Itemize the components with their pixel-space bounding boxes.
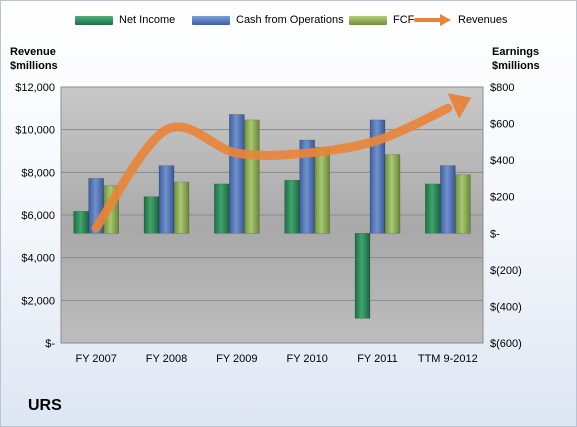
net-income-bar — [143, 196, 160, 234]
right-tick-label: $800 — [490, 82, 514, 94]
right-axis-title: Earnings $millions — [492, 45, 540, 73]
right-tick-label: $(200) — [490, 265, 522, 277]
left-axis-title-line2: $millions — [10, 60, 58, 72]
legend-label-revenues: Revenues — [458, 14, 508, 26]
category-label: FY 2008 — [146, 353, 187, 365]
right-tick-label: $600 — [490, 119, 514, 131]
legend-label-cash-from-operations: Cash from Operations — [236, 14, 344, 26]
cash-from-operations-bar — [158, 165, 175, 234]
right-tick-label: $- — [490, 228, 500, 240]
net-income-bar — [214, 183, 230, 234]
left-axis-title: Revenue $millions — [10, 45, 58, 73]
left-tick-label: $12,000 — [15, 82, 55, 94]
chart-title: URS — [28, 397, 62, 414]
category-label: FY 2011 — [357, 353, 398, 365]
cash-from-operations-bar — [229, 114, 245, 234]
legend-label-net-income: Net Income — [119, 14, 176, 26]
legend-item-net-income: Net Income — [75, 14, 175, 26]
net-income-bar — [354, 232, 371, 319]
revenue-arrowhead — [447, 93, 472, 119]
cash-from-operations-bar — [440, 165, 456, 234]
gridlines — [61, 129, 483, 301]
chart-legend: Net Income Cash from Operations FCF Reve… — [0, 10, 577, 32]
fcf-bar — [244, 119, 260, 234]
category-label: FY 2010 — [286, 353, 327, 365]
category-label: TTM 9-2012 — [418, 353, 478, 365]
category-label: FY 2009 — [216, 353, 257, 365]
fcf-bar — [173, 181, 190, 234]
legend-swatch-net-income — [75, 15, 113, 25]
left-tick-label: $10,000 — [15, 125, 55, 137]
net-income-bar — [425, 183, 441, 234]
legend-swatch-cash-from-operations — [192, 15, 230, 25]
right-axis-title-line1: Earnings — [492, 46, 540, 58]
net-income-bar — [284, 179, 300, 234]
legend-arrow-revenues — [414, 14, 451, 26]
left-tick-label: $8,000 — [21, 167, 55, 179]
left-tick-label: $4,000 — [21, 253, 55, 265]
legend-item-revenues: Revenues — [414, 14, 508, 26]
left-tick-label: $- — [45, 338, 55, 350]
fcf-bar — [455, 174, 471, 234]
legend-item-fcf: FCF — [349, 14, 414, 26]
revenue-line — [91, 103, 453, 233]
right-axis-ticks: $(600) $(400) $(200) $- $200 $400 $600 $800 — [490, 82, 522, 350]
right-tick-label: $(400) — [490, 301, 522, 313]
left-axis-title-line1: Revenue — [10, 46, 56, 58]
right-tick-label: $(600) — [490, 338, 522, 350]
bar-layer — [73, 114, 471, 319]
right-tick-label: $200 — [490, 192, 514, 204]
left-tick-label: $2,000 — [21, 295, 55, 307]
right-tick-label: $400 — [490, 155, 514, 167]
legend-item-cash-from-operations: Cash from Operations — [192, 14, 344, 26]
right-axis-title-line2: $millions — [492, 60, 540, 72]
legend-swatch-fcf — [349, 15, 387, 25]
legend-label-fcf: FCF — [393, 14, 415, 26]
fcf-bar — [384, 154, 401, 234]
category-label: FY 2007 — [75, 353, 116, 365]
left-tick-label: $6,000 — [21, 210, 55, 222]
revenue-line-layer — [91, 93, 472, 233]
category-labels: FY 2007 FY 2008 FY 2009 FY 2010 FY 2011 TTM 9… — [75, 353, 477, 365]
fcf-bar — [314, 147, 330, 234]
net-income-bar — [73, 211, 89, 234]
left-axis-ticks: $- $2,000 $4,000 $6,000 $8,000 $10,000 $12,000 — [15, 82, 55, 350]
